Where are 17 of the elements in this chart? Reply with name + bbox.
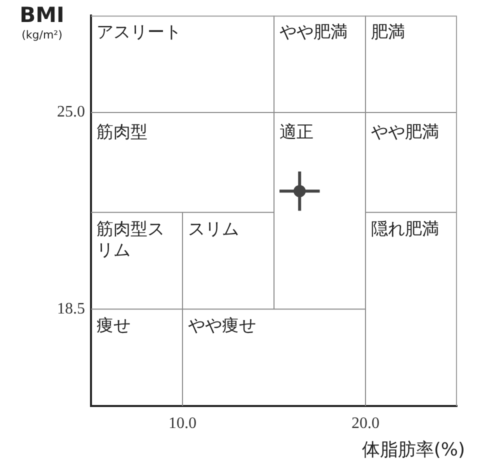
x-tick-label: 10.0: [168, 414, 196, 432]
y-tick-label: 18.5: [57, 300, 85, 318]
x-axis-title: 体脂肪率(%): [362, 440, 465, 461]
annotation: やや肥満: [279, 22, 348, 42]
annotation: 隠れ肥満: [370, 219, 439, 240]
y-tick-label: 25.0: [57, 104, 85, 121]
annotation: 筋肉型: [96, 122, 148, 142]
y-axis-title: BMI (kg/m²): [20, 2, 64, 42]
annotation: 筋肉型スリム: [96, 219, 164, 260]
x-tick-label: 20.0: [352, 414, 380, 432]
annotation: スリム: [188, 219, 239, 240]
annotation: アスリート: [96, 22, 182, 42]
annotation: 適正: [279, 122, 314, 142]
annotation: やや痩せ: [188, 316, 256, 336]
annotation: 痩せ: [96, 316, 130, 336]
annotation: やや肥満: [370, 122, 439, 142]
annotation: 肥満: [370, 22, 405, 42]
